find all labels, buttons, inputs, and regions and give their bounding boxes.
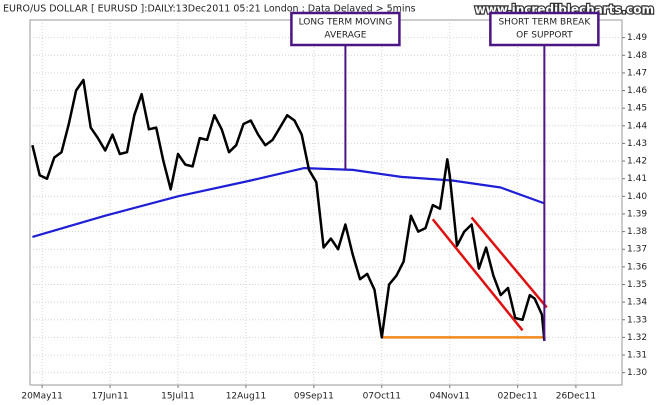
x-tick-label: 17Jun11: [92, 392, 129, 402]
trend-line: [431, 218, 524, 332]
x-tick-label: 15Jul11: [161, 392, 195, 402]
y-tick-label: 1.49: [627, 33, 647, 43]
y-tick-label: 1.33: [627, 315, 647, 325]
callout-box: [489, 11, 600, 47]
x-tick-label: 20May11: [21, 392, 63, 402]
y-tick-label: 1.43: [627, 139, 647, 149]
y-tick-label: 1.32: [627, 333, 647, 343]
y-tick-label: 1.47: [627, 68, 647, 78]
y-tick-label: 1.40: [627, 192, 647, 202]
plot-area: [29, 19, 623, 386]
y-tick-label: 1.36: [627, 262, 647, 272]
trend-line: [470, 216, 548, 309]
y-tick-label: 1.48: [627, 51, 647, 61]
moving-average-line: [32, 167, 545, 238]
x-tick-label: 09Sep11: [294, 392, 334, 402]
y-tick-label: 1.42: [627, 157, 647, 167]
callout-text: OF SUPPORT: [516, 31, 573, 41]
chart-title: EURO/US DOLLAR [ EURUSD ]:DAILY:13Dec201…: [3, 4, 416, 15]
y-tick-label: 1.41: [627, 174, 647, 184]
y-tick-label: 1.31: [627, 351, 647, 361]
y-tick-label: 1.37: [627, 245, 647, 255]
y-tick-label: 1.35: [627, 280, 647, 290]
x-tick-label: 04Nov11: [429, 392, 469, 402]
y-tick-label: 1.44: [627, 121, 647, 131]
x-tick-label: 02Dec11: [498, 392, 538, 402]
y-tick-label: 1.30: [627, 368, 647, 378]
x-tick-label: 12Aug11: [226, 392, 266, 402]
callout-text: AVERAGE: [324, 31, 366, 41]
y-tick-label: 1.38: [627, 227, 647, 237]
callout-text: SHORT TERM BREAK: [498, 18, 591, 28]
y-tick-label: 1.39: [627, 209, 647, 219]
callout-box: [290, 11, 401, 47]
callout-text: LONG TERM MOVING: [299, 18, 393, 28]
y-tick-label: 1.34: [627, 298, 647, 308]
y-tick-label: 1.45: [627, 104, 647, 114]
price-line: [31, 78, 546, 342]
x-tick-label: 26Dec11: [556, 392, 596, 402]
y-tick-label: 1.46: [627, 86, 647, 96]
x-tick-label: 07Oct11: [363, 392, 401, 402]
